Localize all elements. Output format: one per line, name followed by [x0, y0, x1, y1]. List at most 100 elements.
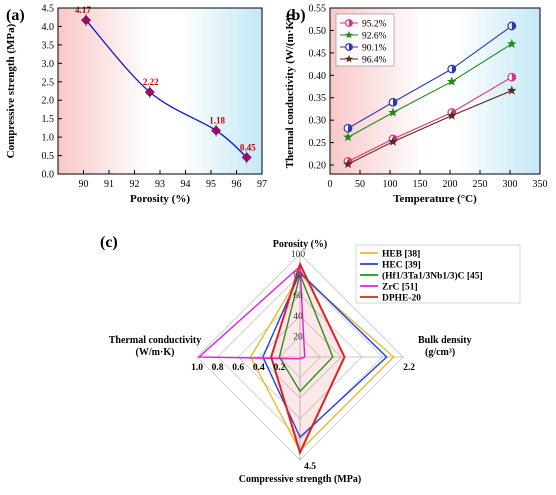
panel-b-data-point-fill	[451, 65, 456, 73]
panel-b-x-tick-label: 150	[413, 179, 428, 190]
panel-a-y-tick-label: 0.0	[42, 170, 55, 181]
panel-b-data-point	[507, 38, 517, 48]
panel-c-density-tick-label: 2.2	[403, 363, 415, 373]
panel-a-data-label: 4.17	[75, 5, 91, 15]
panel-b-label: (b)	[286, 7, 306, 24]
panel-c-porosity-tick-label: 40	[293, 312, 303, 322]
panel-b-series-line	[347, 90, 513, 165]
panel-a-x-tick-label: 91	[104, 179, 114, 190]
panel-c-conductivity-tick-label: 0.2	[273, 363, 285, 373]
panel-b-data-point	[388, 107, 398, 117]
panel-b-x-tick-label: 50	[355, 179, 365, 190]
panel-a-x-tick-label: 93	[155, 179, 165, 190]
panel-c-conductivity-tick-label: 0.4	[253, 363, 265, 373]
panel-b-data-point	[507, 85, 517, 95]
panel-a-y-tick-label: 2.5	[42, 77, 55, 88]
panel-c-porosity-axis-title: Porosity (%)	[273, 239, 328, 250]
panel-c-series-polygon	[262, 271, 388, 439]
panel-c-label: (c)	[100, 234, 118, 251]
panel-b-data-point-fill	[393, 98, 397, 107]
panel-b-legend-label: 90.1%	[362, 44, 387, 54]
panel-b-x-axis-title: Temperature (°C)	[393, 193, 477, 205]
panel-c-porosity-tick-label: 60	[293, 291, 303, 301]
panel-b-legend-marker-fill	[349, 43, 353, 51]
panel-a-y-axis-title: Compressive strength (MPa)	[5, 23, 17, 158]
panel-b-data-point	[343, 159, 353, 169]
panel-b-legend-label: 95.2%	[362, 20, 387, 30]
panel-a-x-tick-label: 96	[232, 179, 242, 190]
panel-a-data-label: 2.22	[143, 77, 159, 87]
panel-a-x-tick-label: 95	[206, 179, 216, 190]
panel-a-x-tick-label: 94	[181, 179, 191, 190]
panel-a-y-tick-label: 0.5	[42, 151, 55, 162]
panel-b-x-tick-label: 250	[473, 179, 488, 190]
panel-b-y-tick-label: 0.20	[309, 161, 327, 172]
panel-b-x-tick-label: 200	[443, 179, 458, 190]
panel-c-conductivity-tick-label: 0.6	[232, 363, 244, 373]
panel-a-x-axis-title: Porosity (%)	[130, 193, 190, 205]
panel-b-series-line	[347, 25, 513, 129]
panel-b-x-tick-label: 300	[503, 179, 518, 190]
panel-b-legend-marker	[345, 30, 353, 39]
panel-b-legend-marker-fill	[349, 19, 353, 27]
panel-b-data-point-fill	[348, 124, 352, 133]
panel-c-series-polygon	[197, 264, 306, 360]
panel-b-x-tick-label: 100	[383, 179, 398, 190]
panel-c-strength-tick-label: 4.5	[304, 462, 316, 472]
panel-b-y-tick-label: 0.35	[309, 93, 327, 104]
panel-c-series-polygon	[270, 261, 346, 456]
panel-a-chart: (a) 90 91 92 93 94 95 96 97 0.0 0.5 1.0 1.5 2.0 2.5 3.…	[5, 4, 267, 206]
panel-b-data-point	[507, 21, 517, 31]
panel-b-x-tick-label: 350	[533, 179, 548, 190]
panel-c-legend-label: HEC [39]	[382, 261, 421, 271]
panel-b-frame	[329, 7, 541, 175]
panel-c-conductivity-axis-unit: (W/m·K)	[136, 347, 175, 358]
panel-a-y-tick-label: 1.0	[42, 133, 55, 144]
panel-a-x-tick-label: 97	[257, 179, 267, 190]
panel-a-x-tick-label: 92	[130, 179, 140, 190]
panel-a-y-tick-label: 3.5	[42, 40, 55, 51]
panel-c-porosity-tick-label: 20	[293, 332, 303, 342]
panel-b-y-tick-label: 0.30	[309, 116, 327, 127]
panel-c-strength-axis-title: Compressive strength (MPa)	[239, 474, 361, 485]
panel-c-legend-label: HEB [38]	[382, 250, 420, 260]
panel-b-legend-marker	[345, 43, 353, 51]
panel-c-porosity-tick-label: 100	[291, 250, 306, 260]
panel-c-conductivity-tick-label: 0.8	[212, 363, 224, 373]
panel-c-legend-label: DPHE-20	[382, 294, 421, 304]
panel-a-data-label: 1.18	[209, 115, 225, 125]
panel-c-density-axis-title: Bulk density	[418, 335, 472, 346]
panel-b-y-tick-label: 0.25	[309, 138, 327, 149]
panel-b-data-point	[447, 64, 457, 74]
panel-b-data-point	[447, 110, 457, 120]
panel-c-legend-box	[355, 244, 521, 304]
panel-b-data-point	[447, 76, 457, 86]
panel-c-legend-label: ZrC [51]	[382, 283, 418, 293]
panel-b-chart: (b) 0 50 100 150 200 250 300 350 0.20 0.25 0.30 0.3…	[284, 4, 548, 206]
panel-b-y-tick-label: 0.50	[309, 26, 327, 37]
panel-b-y-axis-title: Thermal conductivity (W/(m·K))	[284, 13, 296, 168]
panel-a-data-label: 0.45	[240, 142, 256, 152]
panel-b-data-point	[507, 72, 517, 82]
panel-a-background	[58, 8, 262, 174]
panel-b-data-point	[343, 123, 353, 133]
panel-b-data-point	[388, 97, 398, 107]
panel-a-frame	[57, 7, 263, 175]
panel-b-y-tick-label: 0.55	[309, 4, 327, 15]
panel-c-series-polygon	[278, 272, 334, 393]
panel-b-legend: 95.2% 92.6% 90.1% 96.4%	[335, 13, 395, 67]
panel-b-data-point-fill	[511, 22, 516, 30]
panel-a-x-tick-label: 90	[79, 179, 89, 190]
panel-b-series-line	[347, 76, 513, 162]
panel-a-y-tick-label: 2.0	[42, 96, 55, 107]
panel-a-fit-line	[85, 19, 248, 158]
panel-c-conductivity-axis-title: Thermal conductivity	[109, 335, 202, 346]
panel-b-legend-marker	[345, 54, 353, 63]
panel-c-legend-label: (Hf1/3Ta1/3Nb1/3)C [45]	[382, 271, 483, 282]
panel-a-y-tick-label: 3.0	[42, 59, 55, 70]
panel-b-legend-label: 96.4%	[362, 56, 387, 66]
panel-b-data-point-fill	[511, 73, 516, 81]
panel-a-label: (a)	[6, 7, 25, 24]
panel-b-legend-marker	[345, 19, 353, 27]
